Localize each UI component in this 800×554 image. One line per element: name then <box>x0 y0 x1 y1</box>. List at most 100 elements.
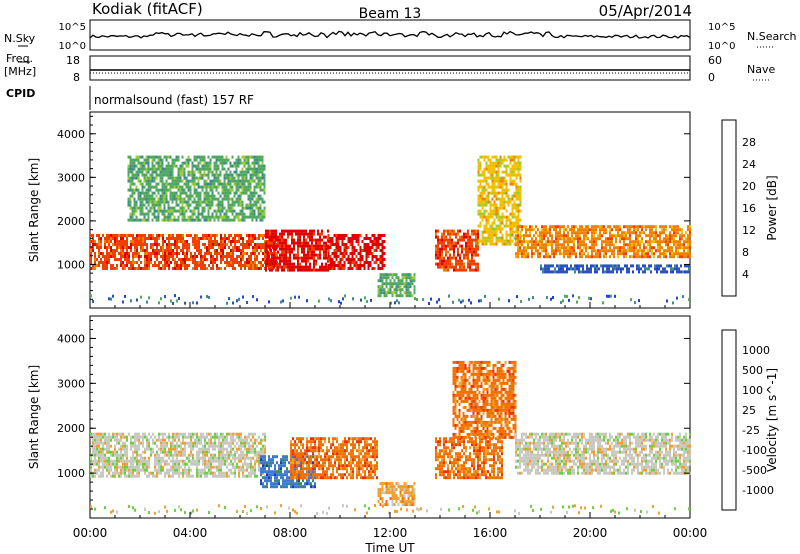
range-cell <box>527 234 529 238</box>
range-cell <box>467 265 469 269</box>
range-cell <box>525 240 527 244</box>
range-cell <box>256 258 258 261</box>
range-cell <box>124 450 126 454</box>
range-cell <box>153 212 156 216</box>
range-cell <box>136 456 138 460</box>
range-cell <box>323 235 325 239</box>
range-cell <box>489 233 492 237</box>
range-cell <box>367 264 370 267</box>
range-cell <box>582 267 584 271</box>
range-cell <box>219 203 222 207</box>
range-cell <box>240 252 242 255</box>
range-cell <box>160 246 162 249</box>
range-cell <box>661 228 663 232</box>
range-cell <box>182 438 184 442</box>
range-cell <box>196 456 198 460</box>
range-cell <box>497 212 500 216</box>
range-cell <box>135 218 138 222</box>
range-cell <box>157 164 160 168</box>
range-cell <box>645 252 647 256</box>
range-cell <box>333 255 336 258</box>
range-cell <box>465 244 467 248</box>
range-cell <box>557 231 559 235</box>
range-cell <box>162 240 164 243</box>
range-cell <box>637 255 639 259</box>
range-cell <box>253 215 256 219</box>
range-cell <box>149 197 152 201</box>
range-cell <box>281 241 283 245</box>
range-cell <box>511 164 514 168</box>
range-cell <box>144 255 146 258</box>
range-cell <box>586 270 588 274</box>
range-cell <box>155 155 158 159</box>
range-cell <box>110 468 112 472</box>
range-cell <box>163 182 166 186</box>
range-cell <box>196 255 198 258</box>
range-cell <box>513 224 516 228</box>
range-cell <box>527 243 529 247</box>
range-cell <box>94 258 96 261</box>
range-cell <box>201 209 204 213</box>
range-cell <box>667 243 669 247</box>
range-cell <box>104 267 106 270</box>
range-cell <box>637 249 639 253</box>
range-cell <box>247 182 250 186</box>
range-cell <box>329 240 332 243</box>
range-cell <box>181 179 184 183</box>
range-cell <box>435 262 437 266</box>
range-cell <box>184 267 186 270</box>
range-cell <box>566 264 568 268</box>
range-cell <box>633 231 635 235</box>
range-cell <box>90 234 92 237</box>
range-cell <box>515 224 518 228</box>
range-cell <box>445 235 447 239</box>
range-cell <box>361 258 364 261</box>
range-cell <box>341 252 344 255</box>
range-cell <box>164 474 166 478</box>
range-cell <box>351 237 354 240</box>
range-cell <box>513 215 516 219</box>
range-cell <box>239 203 242 207</box>
range-cell <box>185 179 188 183</box>
range-cell <box>209 185 212 189</box>
range-cell <box>212 234 214 237</box>
range-cell <box>255 173 258 177</box>
range-cell <box>100 459 102 463</box>
range-cell <box>347 237 350 240</box>
range-cell <box>507 194 510 198</box>
range-cell <box>551 246 553 250</box>
range-cell <box>359 264 362 267</box>
range-cell <box>301 259 303 263</box>
range-cell <box>509 167 512 171</box>
range-cell <box>313 229 315 233</box>
range-cell <box>256 237 258 240</box>
range-cell <box>110 240 112 243</box>
range-cell <box>197 206 200 210</box>
range-cell <box>165 209 168 213</box>
range-cell <box>273 241 275 245</box>
range-cell <box>144 459 146 463</box>
range-cell <box>483 173 486 177</box>
range-cell <box>259 218 262 222</box>
range-cell <box>194 462 196 466</box>
range-cell <box>263 188 266 192</box>
range-cell <box>118 258 120 261</box>
range-cell <box>551 234 553 238</box>
range-cell <box>671 234 673 238</box>
range-cell <box>193 212 196 216</box>
range-cell <box>623 234 625 238</box>
range-cell <box>143 203 146 207</box>
range-cell <box>144 252 146 255</box>
range-cell <box>563 228 565 232</box>
range-cell <box>389 282 392 286</box>
range-cell <box>258 252 260 255</box>
range-cell <box>485 167 488 171</box>
range-cell <box>547 243 549 247</box>
range-cell <box>285 238 287 242</box>
range-cell <box>273 253 275 257</box>
range-cell <box>181 170 184 174</box>
speckle-cell <box>448 294 450 298</box>
range-cell <box>449 241 451 245</box>
speckle-cell <box>342 297 344 301</box>
range-cell <box>495 173 498 177</box>
